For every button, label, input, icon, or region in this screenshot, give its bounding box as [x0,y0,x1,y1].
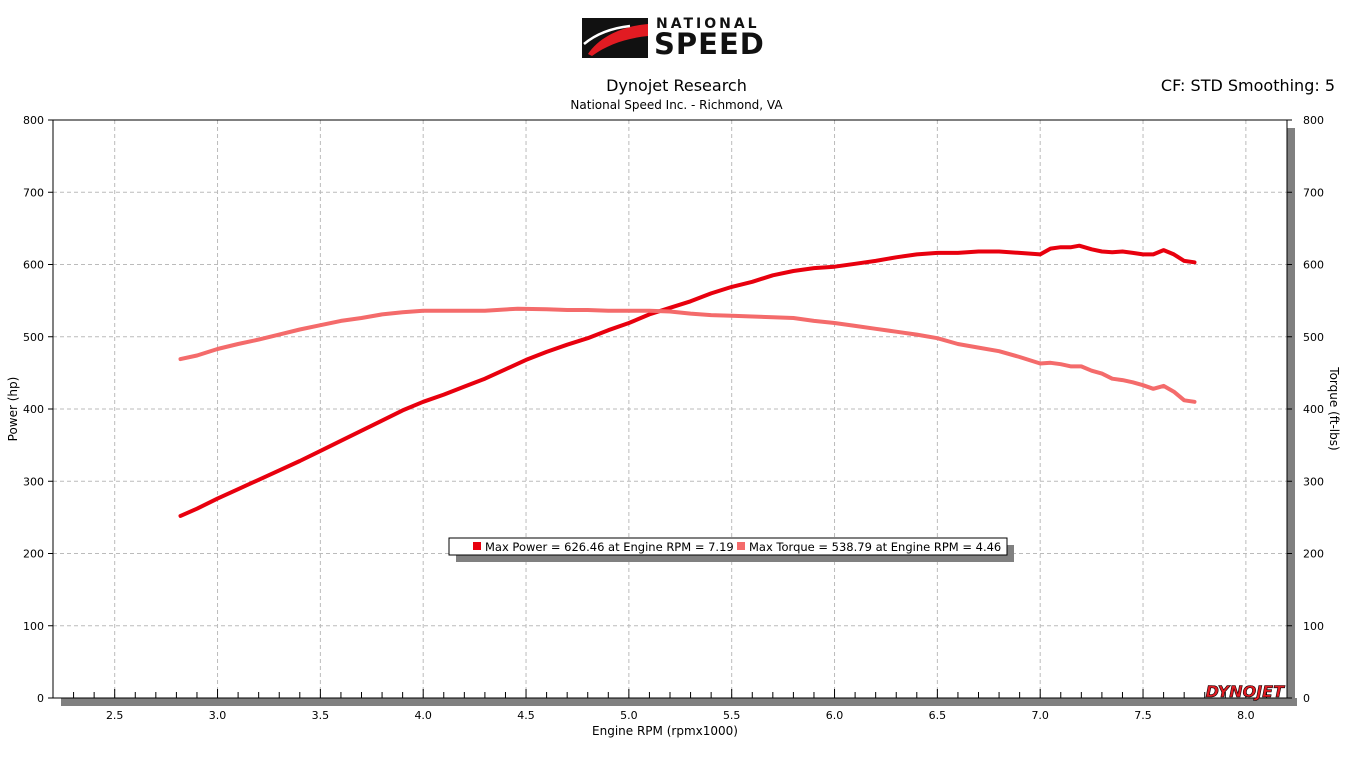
legend-torque-swatch [737,542,745,550]
y-tick-label-right: 700 [1303,186,1324,199]
y-tick-label-left: 100 [23,620,44,633]
x-tick-label: 7.5 [1134,709,1152,722]
y-tick-label-left: 700 [23,186,44,199]
logo-top-text: NATIONAL [656,16,760,32]
x-tick-label: 2.5 [106,709,124,722]
x-tick-label: 7.0 [1031,709,1049,722]
x-tick-label: 3.0 [209,709,227,722]
logo-swoosh-icon [582,18,648,58]
legend-torque-text: Max Torque = 538.79 at Engine RPM = 4.46 [749,540,1001,554]
chart-title: Dynojet Research [606,76,747,95]
y-tick-label-left: 400 [23,403,44,416]
x-axis-label: Engine RPM (rpmx1000) [592,724,738,738]
y-tick-label-left: 800 [23,114,44,127]
y-tick-label-right: 100 [1303,620,1324,633]
right-axis-shadow [1287,128,1295,706]
y-tick-label-left: 0 [37,692,44,705]
y-tick-label-right: 200 [1303,548,1324,561]
y-tick-label-right: 300 [1303,475,1324,488]
y-tick-label-left: 200 [23,548,44,561]
y-tick-label-left: 500 [23,331,44,344]
legend-box [448,537,1008,556]
correction-factor-label: CF: STD Smoothing: 5 [1160,76,1335,95]
y-tick-label-right: 800 [1303,114,1324,127]
y-tick-label-left: 600 [23,259,44,272]
y-tick-label-right: 0 [1303,692,1310,705]
x-tick-label: 5.0 [620,709,638,722]
torque-series-line [178,306,1197,404]
y-tick-label-right: 500 [1303,331,1324,344]
national-speed-logo: NATIONAL SPEED [580,14,776,64]
y-axis-label-right: Torque (ft-lbs) [1327,366,1341,450]
legend-power-swatch [473,542,481,550]
legend-power-text: Max Power = 626.46 at Engine RPM = 7.19 [485,540,734,554]
x-axis-shadow [61,698,1297,706]
x-tick-label: 4.0 [414,709,432,722]
y-tick-label-right: 400 [1303,403,1324,416]
y-tick-label-right: 600 [1303,259,1324,272]
y-tick-label-left: 300 [23,475,44,488]
x-tick-label: 4.5 [517,709,535,722]
logo-main-text: SPEED [654,27,765,61]
x-tick-label: 6.0 [826,709,844,722]
y-axis-label-left: Power (hp) [6,377,20,442]
chart-subtitle: National Speed Inc. - Richmond, VA [570,98,783,112]
x-tick-label: 8.0 [1237,709,1255,722]
x-tick-label: 5.5 [723,709,741,722]
power-series-line [178,243,1197,518]
dynojet-brand-mark: DYNOJET [1206,682,1286,701]
x-tick-label: 3.5 [312,709,330,722]
x-tick-label: 6.5 [929,709,947,722]
